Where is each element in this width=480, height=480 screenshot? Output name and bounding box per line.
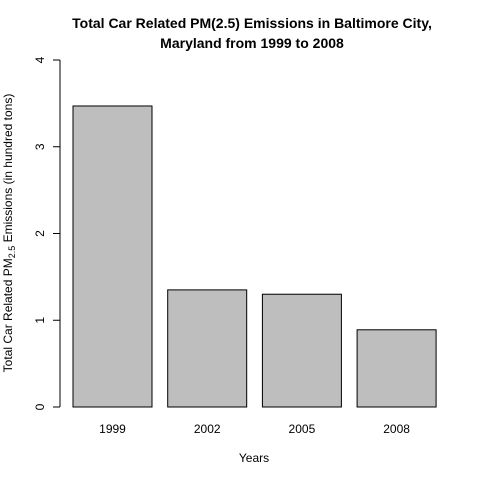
x-axis-label: Years — [239, 451, 269, 465]
y-axis-label-rest: Emissions (in hundred tons) — [1, 94, 15, 246]
x-tick-label-1999: 1999 — [99, 422, 126, 436]
bars-group — [72, 105, 437, 408]
bar-2002 — [167, 289, 248, 408]
x-tick-label-2002: 2002 — [194, 422, 221, 436]
y-axis-ticks: 0 1 2 3 4 — [33, 56, 60, 410]
chart-title-line-2: Maryland from 1999 to 2008 — [160, 35, 344, 51]
y-tick-label-4: 4 — [33, 56, 47, 63]
y-tick-label-1: 1 — [33, 317, 47, 324]
y-tick-label-3: 3 — [33, 143, 47, 150]
y-tick-label-0: 0 — [33, 403, 47, 410]
y-tick-label-2: 2 — [33, 230, 47, 237]
chart-title: Total Car Related PM(2.5) Emissions in B… — [72, 15, 432, 51]
x-tick-label-2005: 2005 — [289, 422, 316, 436]
y-axis-label-main: Total Car Related PM — [1, 258, 15, 372]
y-axis-label: Total Car Related PM2.5 Emissions (in hu… — [1, 94, 17, 373]
x-tick-label-2008: 2008 — [383, 422, 410, 436]
x-axis-ticks: 1999 2002 2005 2008 — [99, 422, 410, 436]
bar-2005 — [261, 293, 342, 408]
chart-title-line-1: Total Car Related PM(2.5) Emissions in B… — [72, 15, 432, 31]
y-axis-label-subscript: 2.5 — [7, 246, 17, 259]
bar-2008 — [356, 329, 437, 408]
bar-1999 — [72, 105, 153, 408]
